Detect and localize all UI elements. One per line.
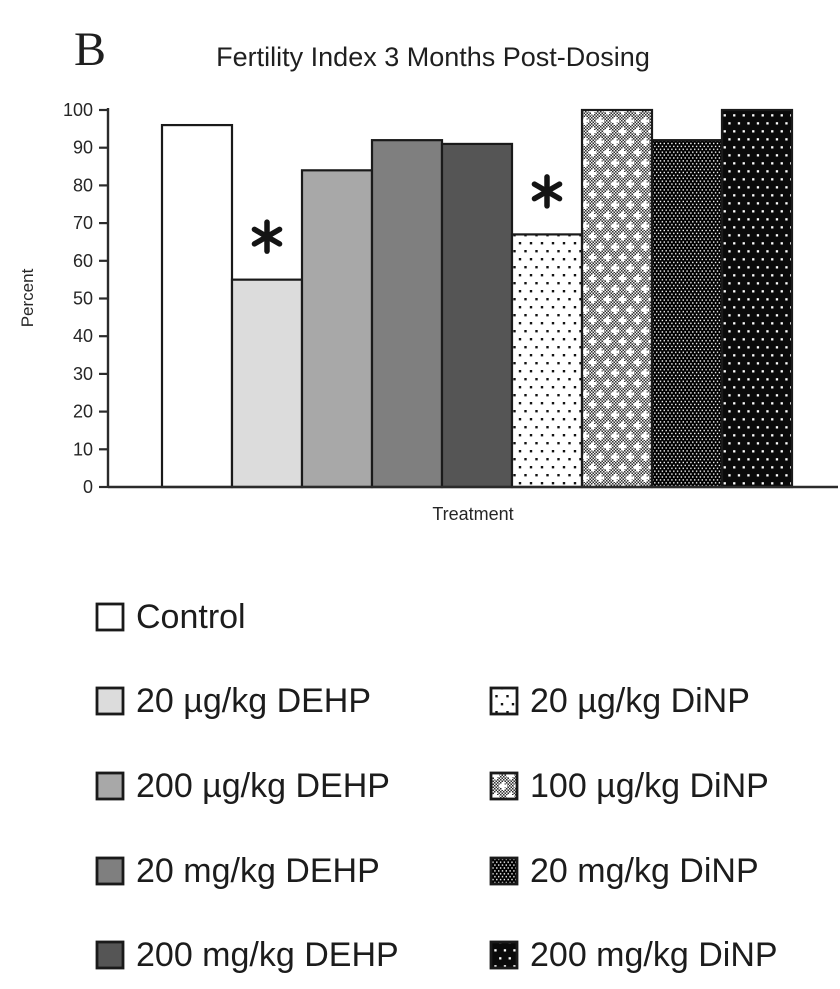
legend-item-200-g-kg-dehp: 200 µg/kg DEHP [94, 769, 390, 803]
y-tick-label: 100 [63, 100, 93, 120]
legend-item-20-mg-kg-dinp: 20 mg/kg DiNP [488, 854, 759, 888]
bar-fill-8-0 [722, 110, 792, 487]
legend-item-20-g-kg-dehp: 20 µg/kg DEHP [94, 684, 371, 718]
legend-item-200-mg-kg-dehp: 200 mg/kg DEHP [94, 938, 399, 972]
legend-swatch-icon [489, 940, 519, 970]
bar-100-g-kg-dinp [580, 108, 654, 489]
significance-asterisk-icon [251, 219, 283, 254]
legend-label: 100 µg/kg DiNP [530, 767, 769, 805]
legend-swatch-icon [489, 856, 519, 886]
y-tick-label: 40 [73, 326, 93, 346]
legend-item-control: Control [94, 600, 246, 634]
legend-item-200-mg-kg-dinp: 200 mg/kg DiNP [488, 938, 778, 972]
y-tick-label: 0 [83, 477, 93, 497]
legend-label: 20 µg/kg DEHP [136, 682, 372, 720]
bar-20-g-kg-dinp [510, 233, 584, 489]
legend-swatch-icon [95, 856, 125, 886]
chart-title: Fertility Index 3 Months Post-Dosing [216, 42, 650, 72]
bar-200-g-kg-dehp [300, 169, 374, 489]
legend-swatch-icon [95, 940, 125, 970]
legend-swatch-icon [95, 686, 125, 716]
bar-fill-6-1 [582, 110, 652, 487]
legend-label: 20 mg/kg DEHP [136, 852, 380, 890]
fertility-index-bar-chart: 0 10 20 30 40 50 60 70 80 90 100 Percent Treatment [18, 100, 838, 524]
legend-item-20-mg-kg-dehp: 20 mg/kg DEHP [94, 854, 380, 888]
legend-label: 200 mg/kg DEHP [136, 936, 399, 974]
y-tick-label: 90 [73, 138, 93, 158]
y-tick-label: 80 [73, 175, 93, 195]
y-tick-label: 60 [73, 251, 93, 271]
x-axis-title: Treatment [432, 504, 513, 524]
legend-label: 200 µg/kg DEHP [136, 767, 390, 805]
bar-control [160, 123, 234, 489]
bar-200-mg-kg-dinp [720, 108, 794, 489]
bar-fill-1-0 [232, 279, 302, 487]
legend-swatch-icon [95, 771, 125, 801]
legend-label: 200 mg/kg DiNP [530, 936, 778, 974]
legend-label: 20 mg/kg DiNP [530, 852, 759, 890]
bar-fill-5-0 [512, 234, 582, 487]
legend-item-20-g-kg-dinp: 20 µg/kg DiNP [488, 684, 750, 718]
panel-label: B [74, 23, 107, 76]
y-tick-label: 70 [73, 213, 93, 233]
bar-20-mg-kg-dinp [650, 139, 724, 489]
bar-20-mg-kg-dehp [370, 139, 444, 489]
bar-fill-0-0 [162, 125, 232, 487]
bar-fill-3-0 [372, 140, 442, 487]
significance-asterisk-icon [531, 174, 563, 209]
y-tick-label: 30 [73, 364, 93, 384]
legend-swatch-icon [489, 771, 519, 801]
legend-label: 20 µg/kg DiNP [530, 682, 750, 720]
y-tick-label: 10 [73, 439, 93, 459]
y-tick-label: 20 [73, 402, 93, 422]
legend-item-100-g-kg-dinp: 100 µg/kg DiNP [488, 769, 769, 803]
bar-200-mg-kg-dehp [440, 142, 514, 489]
bar-fill-7-0 [652, 140, 722, 487]
bar-fill-4-0 [442, 143, 512, 487]
y-tick-label: 50 [73, 289, 93, 309]
legend-swatch-icon [489, 686, 519, 716]
legend-swatch-icon [95, 602, 125, 632]
bar-20-g-kg-dehp [230, 278, 304, 489]
y-axis-title: Percent [18, 268, 37, 327]
bar-fill-2-0 [302, 170, 372, 487]
legend-label: Control [136, 598, 246, 636]
